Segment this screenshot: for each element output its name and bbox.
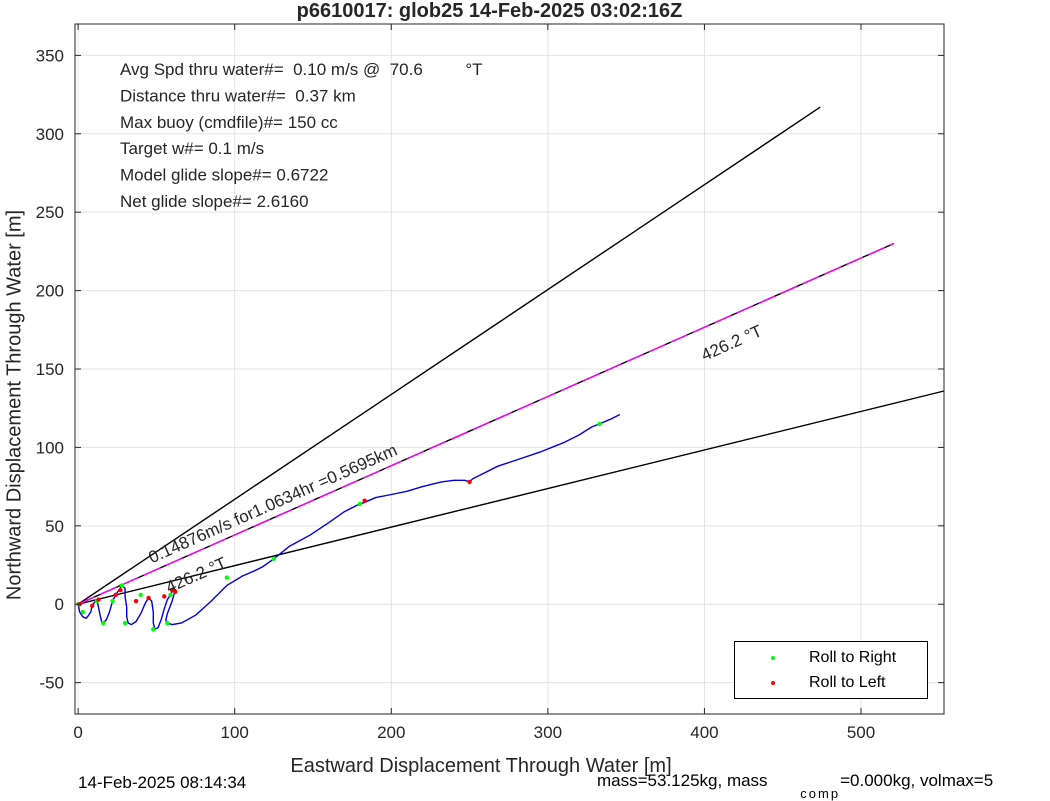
stats-line: Model glide slope#= 0.6722 xyxy=(120,166,328,185)
roll-left-marker xyxy=(362,498,367,503)
x-tick-label: 200 xyxy=(377,723,405,742)
stats-line: Avg Spd thru water#= 0.10 m/s @ 70.6 °T xyxy=(120,60,483,79)
roll-right-marker xyxy=(119,583,125,588)
glider-track-line xyxy=(77,413,621,631)
legend-label-roll-right: Roll to Right xyxy=(809,649,897,666)
roll-left-marker xyxy=(162,594,167,599)
roll-left-marker xyxy=(173,589,178,594)
x-tick-label: 300 xyxy=(534,723,562,742)
legend-item-roll-left: Roll to Left xyxy=(735,671,927,695)
stats-line: Distance thru water#= 0.37 km xyxy=(120,86,356,105)
y-tick-label: 100 xyxy=(36,438,64,457)
roll-right-marker xyxy=(138,592,143,598)
roll-right-marker xyxy=(357,501,363,507)
chart-title: p6610017: glob25 14-Feb-2025 03:02:16Z xyxy=(297,0,683,22)
roll-right-marker xyxy=(110,598,115,604)
marker-layer xyxy=(75,421,602,632)
reference-line xyxy=(77,390,945,605)
roll-right-marker xyxy=(165,620,170,626)
roll-left-marker xyxy=(113,592,118,598)
roll-left-marker xyxy=(467,479,472,485)
reference-line xyxy=(77,106,821,605)
y-axis-label: Northward Displacement Through Water [m] xyxy=(3,210,25,600)
footer-mass-subscript: comp xyxy=(800,786,841,801)
grid-lines xyxy=(75,24,944,714)
x-tick-label: 500 xyxy=(847,723,875,742)
stats-text: Avg Spd thru water#= 0.10 m/s @ 70.6 °T D… xyxy=(120,60,483,211)
legend-item-roll-right: Roll to Right xyxy=(735,646,927,670)
y-tick-label: 250 xyxy=(36,203,64,222)
roll-left-marker xyxy=(96,597,101,602)
roll-left-marker xyxy=(146,595,151,601)
legend-label-roll-left: Roll to Left xyxy=(809,674,886,691)
heading-dashed-line xyxy=(77,242,895,605)
line-annotation: 426.2 °T xyxy=(698,321,765,364)
line-annotation: 426.2 °T xyxy=(163,553,230,596)
stats-line: Max buoy (cmdfile)#= 150 cc xyxy=(120,113,338,132)
footer-mass-tail: =0.000kg, volmax=5 xyxy=(840,771,994,790)
roll-right-marker xyxy=(168,592,173,598)
roll-right-marker xyxy=(151,627,156,632)
y-tick-label: 300 xyxy=(36,125,64,144)
roll-right-marker xyxy=(271,556,277,561)
footer-mass: mass=53.125kg, mass comp=0.000kg, volmax… xyxy=(597,771,994,801)
legend-marker-roll-left xyxy=(771,681,775,685)
roll-left-marker xyxy=(90,603,95,608)
y-tick-label: -50 xyxy=(39,674,64,693)
x-tick-label: 400 xyxy=(690,723,718,742)
x-axis-label: Eastward Displacement Through Water [m] xyxy=(290,755,671,777)
footer-timestamp: 14-Feb-2025 08:14:34 xyxy=(78,773,247,792)
legend: Roll to Right Roll to Left xyxy=(734,641,928,699)
stats-line: Net glide slope#= 2.6160 xyxy=(120,192,309,211)
axis-ticks: 0 100 200 300 400 500 -50 0 50 100 150 200 250 300 350 xyxy=(36,24,944,742)
roll-right-marker xyxy=(224,575,230,580)
roll-right-marker xyxy=(100,620,106,626)
stats-line: Target w#= 0.1 m/s xyxy=(120,139,264,158)
roll-right-marker xyxy=(597,421,602,427)
roll-right-marker xyxy=(80,609,86,615)
y-tick-label: 0 xyxy=(55,595,64,614)
y-tick-label: 50 xyxy=(45,517,64,536)
roll-left-marker xyxy=(133,598,139,604)
series-layer xyxy=(77,106,945,631)
y-tick-label: 150 xyxy=(36,360,64,379)
roll-left-marker xyxy=(118,587,123,593)
roll-right-marker xyxy=(122,620,128,626)
y-tick-label: 200 xyxy=(36,282,64,301)
legend-marker-roll-right xyxy=(771,656,775,660)
footer-mass-main: mass=53.125kg, mass xyxy=(597,771,768,790)
x-tick-label: 0 xyxy=(73,723,82,742)
y-tick-label: 350 xyxy=(36,46,64,65)
x-tick-label: 100 xyxy=(221,723,249,742)
